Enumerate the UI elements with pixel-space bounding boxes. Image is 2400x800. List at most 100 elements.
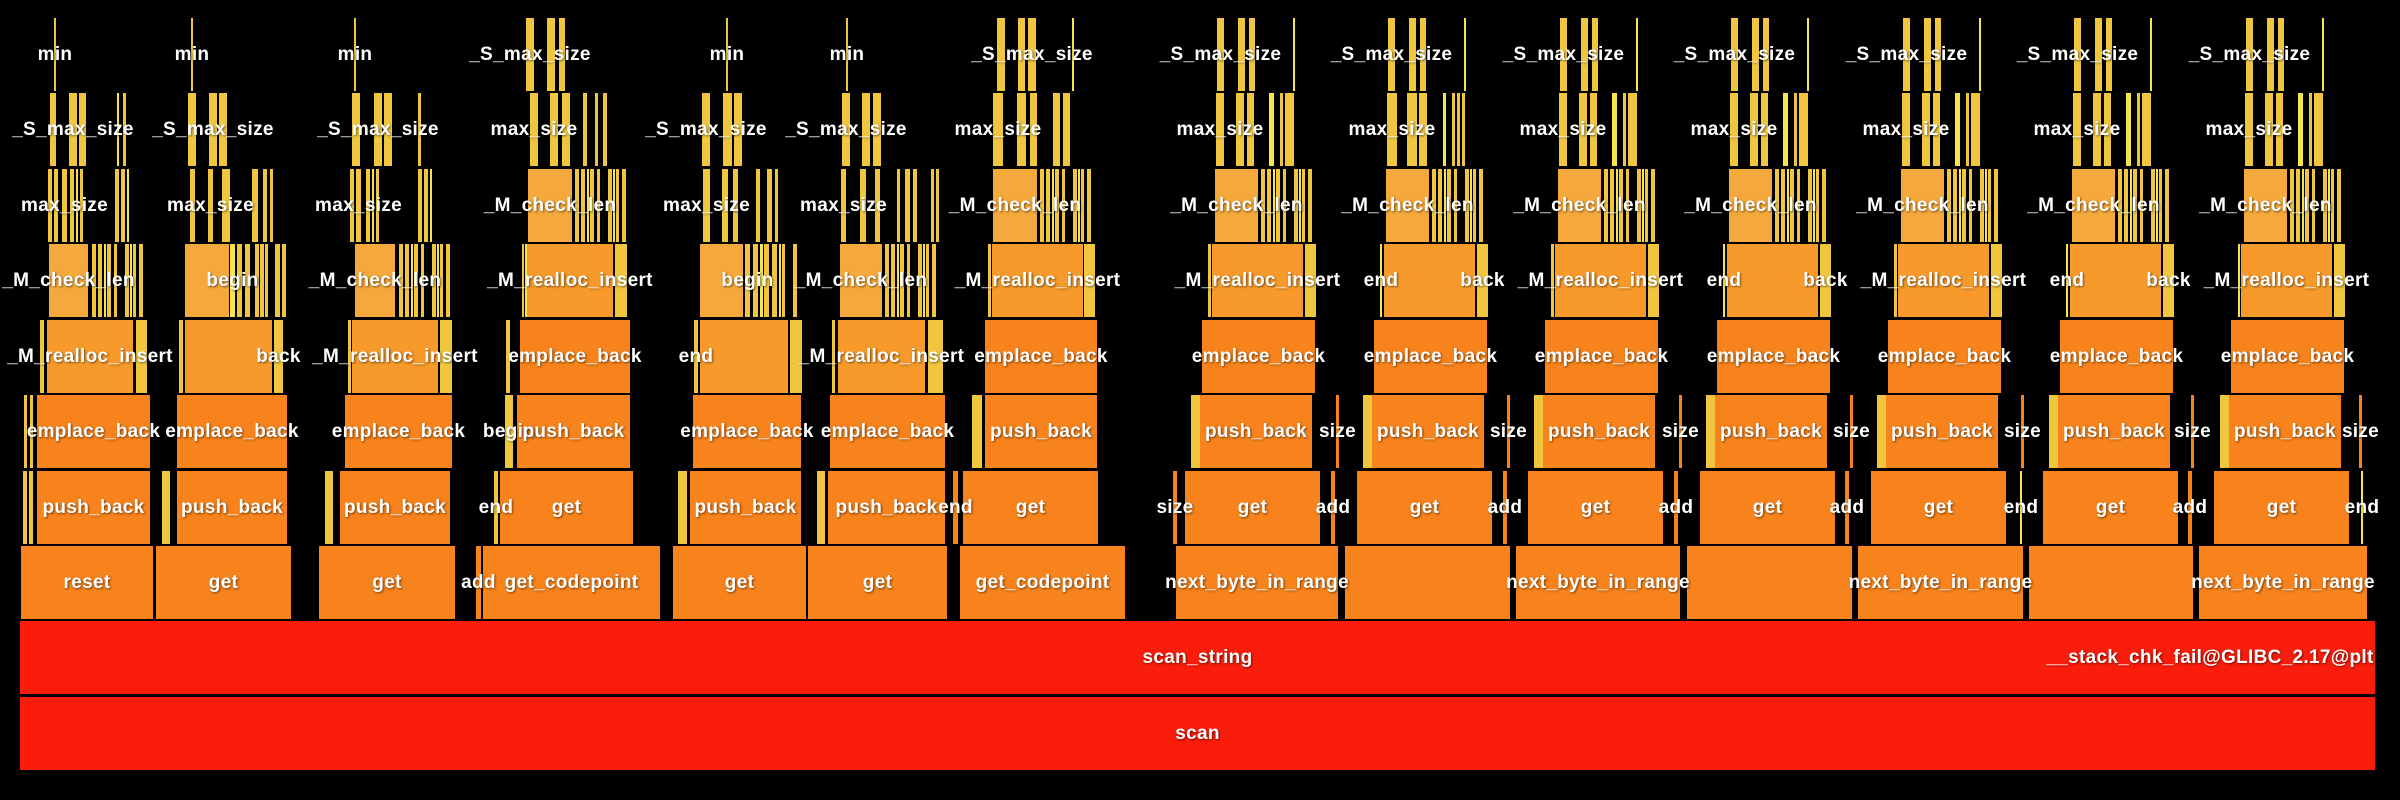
flame-frame[interactable]: [414, 244, 418, 317]
flame-frame-push_back[interactable]: push_back: [690, 471, 801, 544]
flame-frame-_s_max_size[interactable]: _S_max_size: [1503, 18, 1624, 91]
flame-frame[interactable]: [252, 169, 258, 242]
flame-frame-push_back[interactable]: push_back: [517, 395, 630, 468]
flame-frame-scan[interactable]: scan: [20, 697, 2375, 770]
flame-frame-min[interactable]: min: [38, 18, 72, 91]
flame-frame[interactable]: [1062, 169, 1065, 242]
flame-frame-max_size[interactable]: max_size: [1863, 93, 1949, 166]
flame-frame[interactable]: [547, 18, 555, 91]
flame-frame[interactable]: [1988, 169, 1991, 242]
flame-frame[interactable]: [265, 244, 268, 317]
flame-frame[interactable]: [1078, 169, 1080, 242]
flame-frame[interactable]: [29, 471, 33, 544]
flame-frame-push_back[interactable]: push_back: [340, 471, 450, 544]
flame-frame-_s_max_size[interactable]: _S_max_size: [12, 93, 134, 166]
flame-frame[interactable]: [282, 244, 286, 317]
flame-frame[interactable]: [2156, 169, 2158, 242]
flame-frame-back[interactable]: back: [1803, 244, 1847, 317]
flame-frame[interactable]: [1727, 244, 1818, 317]
flame-frame-max_size[interactable]: max_size: [1349, 93, 1435, 166]
flame-frame[interactable]: [1267, 169, 1271, 242]
flame-frame[interactable]: [237, 244, 242, 317]
flame-frame[interactable]: [2133, 169, 2137, 242]
flame-frame[interactable]: [1822, 169, 1826, 242]
flame-frame-end[interactable]: end: [938, 471, 973, 544]
flame-frame-next_byte_in_range[interactable]: next_byte_in_range: [1849, 546, 2032, 619]
flame-frame[interactable]: [1276, 169, 1280, 242]
flame-frame-add[interactable]: add: [461, 546, 496, 619]
flame-frame-end[interactable]: end: [479, 471, 513, 544]
flame-frame-_s_max_size[interactable]: _S_max_size: [645, 93, 767, 166]
flame-frame-min[interactable]: min: [710, 18, 744, 91]
flame-frame[interactable]: [1030, 93, 1037, 166]
flame-frame-_s_max_size[interactable]: _S_max_size: [317, 93, 439, 166]
flame-frame[interactable]: [1084, 244, 1095, 317]
flame-frame[interactable]: [76, 169, 78, 242]
flame-frame[interactable]: [372, 169, 374, 242]
flame-frame-push_back[interactable]: push_back: [828, 471, 945, 544]
flame-frame[interactable]: [2151, 169, 2155, 242]
flame-frame[interactable]: [1444, 169, 1446, 242]
flame-frame[interactable]: [1305, 244, 1316, 317]
flame-frame-_s_max_size[interactable]: _S_max_size: [469, 18, 591, 91]
flame-frame-size[interactable]: size: [2004, 395, 2041, 468]
flame-frame-_m_realloc_insert[interactable]: _M_realloc_insert: [1175, 244, 1340, 317]
flame-frame[interactable]: [1894, 244, 1897, 317]
flame-frame[interactable]: [587, 169, 589, 242]
flame-frame[interactable]: [80, 169, 83, 242]
flame-frame[interactable]: [1447, 169, 1451, 242]
flame-frame-push_back[interactable]: push_back: [177, 471, 287, 544]
flame-frame[interactable]: [1236, 93, 1244, 166]
flame-frame[interactable]: [700, 244, 743, 317]
flame-frame-max_size[interactable]: max_size: [955, 93, 1041, 166]
flame-frame[interactable]: [179, 320, 183, 393]
flame-frame-_m_check_len[interactable]: _M_check_len: [2027, 169, 2159, 242]
flame-frame-_m_check_len[interactable]: _M_check_len: [949, 169, 1081, 242]
flame-frame[interactable]: [1294, 169, 1298, 242]
flame-frame[interactable]: [1432, 169, 1436, 242]
flame-frame-_s_max_size[interactable]: _S_max_size: [2017, 18, 2138, 91]
flame-frame[interactable]: [1581, 18, 1588, 91]
flame-frame[interactable]: [1781, 169, 1785, 242]
flame-frame[interactable]: [1979, 18, 1981, 91]
flame-frame[interactable]: [418, 169, 422, 242]
flame-frame[interactable]: [1790, 169, 1794, 242]
flame-frame[interactable]: [411, 244, 413, 317]
flame-frame[interactable]: [2124, 169, 2128, 242]
flame-frame[interactable]: [2267, 18, 2274, 91]
flame-frame[interactable]: [245, 244, 250, 317]
flame-frame[interactable]: [188, 93, 196, 166]
flame-frame[interactable]: [2296, 169, 2300, 242]
flame-frame[interactable]: [1807, 18, 1809, 91]
flame-frame[interactable]: [733, 169, 738, 242]
flame-frame[interactable]: [1551, 244, 1554, 317]
flame-frame-add[interactable]: add: [2173, 471, 2207, 544]
flame-frame[interactable]: [2305, 169, 2309, 242]
flame-frame-push_back[interactable]: push_back: [37, 471, 150, 544]
flame-frame[interactable]: [70, 169, 74, 242]
flame-frame[interactable]: [1208, 244, 1211, 317]
flame-frame[interactable]: [2049, 395, 2060, 468]
flame-frame[interactable]: [760, 244, 763, 317]
flame-frame[interactable]: [23, 471, 27, 544]
flame-frame-_m_check_len[interactable]: _M_check_len: [309, 244, 441, 317]
flame-frame-min[interactable]: min: [830, 18, 864, 91]
flame-frame[interactable]: [2265, 93, 2273, 166]
flame-frame-size[interactable]: size: [1490, 395, 1527, 468]
flame-frame-push_back[interactable]: push_back: [1543, 395, 1655, 468]
flame-frame[interactable]: [1285, 93, 1294, 166]
flame-frame-__stack_chk_fail-glibc_2-17-plt[interactable]: __stack_chk_fail@GLIBC_2.17@plt: [2046, 621, 2373, 694]
flame-frame[interactable]: [613, 169, 615, 242]
flame-frame[interactable]: [1924, 18, 1931, 91]
flame-frame[interactable]: [1642, 169, 1644, 242]
flame-frame[interactable]: [1628, 93, 1637, 166]
flame-frame-_m_realloc_insert[interactable]: _M_realloc_insert: [1518, 244, 1683, 317]
flame-frame[interactable]: [734, 93, 742, 166]
flame-frame-push_back[interactable]: push_back: [2058, 395, 2170, 468]
flame-frame[interactable]: [1249, 18, 1255, 91]
flame-frame[interactable]: [2337, 169, 2341, 242]
flame-frame[interactable]: [817, 471, 825, 544]
flame-frame[interactable]: [430, 169, 432, 242]
flame-frame-max_size[interactable]: max_size: [315, 169, 402, 242]
flame-frame[interactable]: [608, 169, 612, 242]
